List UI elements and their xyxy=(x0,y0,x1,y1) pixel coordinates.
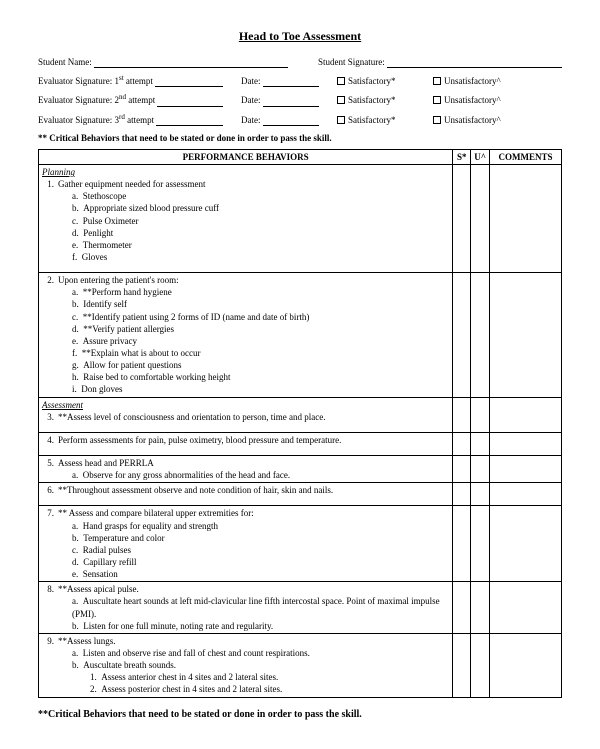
date-label: Date: xyxy=(241,114,261,126)
table-row: 8.**Assess apical pulse.a. Auscultate he… xyxy=(39,582,562,634)
c-cell[interactable] xyxy=(490,165,562,273)
u-cell[interactable] xyxy=(471,165,490,273)
col-u: U^ xyxy=(471,149,490,164)
perf-cell: 4.Perform assessments for pain, pulse ox… xyxy=(39,432,453,455)
student-name-line[interactable] xyxy=(94,58,288,68)
u-cell[interactable] xyxy=(471,506,490,582)
s-cell[interactable] xyxy=(453,432,471,455)
table-row: 2.Upon entering the patient's room:a. **… xyxy=(39,273,562,397)
row-attempt: Evaluator Signature: 3rd attempt Date: Sat… xyxy=(38,113,562,126)
unsat-option[interactable]: Unsatisfactory^ xyxy=(433,75,562,87)
s-cell[interactable] xyxy=(453,582,471,634)
perf-cell: Assessment3.**Assess level of consciousn… xyxy=(39,397,453,432)
c-cell[interactable] xyxy=(490,432,562,455)
unsat-label: Unsatisfactory^ xyxy=(444,76,501,86)
u-cell[interactable] xyxy=(471,397,490,432)
assessment-table: PERFORMANCE BEHAVIORS S* U^ COMMENTS Pla… xyxy=(38,149,562,698)
checkbox-icon[interactable] xyxy=(337,116,345,124)
s-cell[interactable] xyxy=(453,506,471,582)
date-line[interactable] xyxy=(263,77,320,87)
table-row: 6.**Throughout assessment observe and no… xyxy=(39,483,562,506)
c-cell[interactable] xyxy=(490,397,562,432)
sat-label: Satisfactory* xyxy=(348,76,396,86)
c-cell[interactable] xyxy=(490,582,562,634)
eval-sig-label: Evaluator Signature: 1st attempt xyxy=(38,74,153,87)
date-label: Date: xyxy=(241,75,261,87)
checkbox-icon[interactable] xyxy=(433,116,441,124)
perf-cell: 9.**Assess lungs.a. Listen and observe r… xyxy=(39,633,453,697)
c-cell[interactable] xyxy=(490,506,562,582)
table-row: 9.**Assess lungs.a. Listen and observe r… xyxy=(39,633,562,697)
c-cell[interactable] xyxy=(490,455,562,482)
u-cell[interactable] xyxy=(471,455,490,482)
c-cell[interactable] xyxy=(490,633,562,697)
s-cell[interactable] xyxy=(453,455,471,482)
s-cell[interactable] xyxy=(453,397,471,432)
checkbox-icon[interactable] xyxy=(337,96,345,104)
perf-cell: Planning1.Gather equipment needed for as… xyxy=(39,165,453,273)
eval-sig-line[interactable] xyxy=(156,116,223,126)
unsat-label: Unsatisfactory^ xyxy=(444,115,501,125)
unsat-label: Unsatisfactory^ xyxy=(444,95,501,105)
perf-cell: 6.**Throughout assessment observe and no… xyxy=(39,483,453,506)
student-name-label: Student Name: xyxy=(38,56,92,68)
perf-cell: 7.** Assess and compare bilateral upper … xyxy=(39,506,453,582)
student-sig-label: Student Signature: xyxy=(318,56,385,68)
row-attempt: Evaluator Signature: 1st attempt Date: Sat… xyxy=(38,74,562,87)
table-row: 4.Perform assessments for pain, pulse ox… xyxy=(39,432,562,455)
c-cell[interactable] xyxy=(490,483,562,506)
sat-label: Satisfactory* xyxy=(348,115,396,125)
u-cell[interactable] xyxy=(471,432,490,455)
date-line[interactable] xyxy=(263,116,320,126)
u-cell[interactable] xyxy=(471,582,490,634)
sat-option[interactable]: Satisfactory* xyxy=(337,94,433,106)
checkbox-icon[interactable] xyxy=(433,96,441,104)
table-row: 7.** Assess and compare bilateral upper … xyxy=(39,506,562,582)
sat-option[interactable]: Satisfactory* xyxy=(337,75,433,87)
eval-sig-label: Evaluator Signature: 2nd attempt xyxy=(38,93,155,106)
eval-sig-line[interactable] xyxy=(157,97,223,107)
col-perf: PERFORMANCE BEHAVIORS xyxy=(39,149,453,164)
page-title: Head to Toe Assessment xyxy=(38,28,562,44)
student-sig-line[interactable] xyxy=(387,58,562,68)
critical-note-top: ** Critical Behaviors that need to be st… xyxy=(38,132,562,144)
u-cell[interactable] xyxy=(471,483,490,506)
s-cell[interactable] xyxy=(453,633,471,697)
u-cell[interactable] xyxy=(471,273,490,397)
u-cell[interactable] xyxy=(471,633,490,697)
col-c: COMMENTS xyxy=(490,149,562,164)
table-row: Planning1.Gather equipment needed for as… xyxy=(39,165,562,273)
perf-cell: 5.Assess head and PERRLAa. Observe for a… xyxy=(39,455,453,482)
eval-sig-line[interactable] xyxy=(155,77,223,87)
eval-sig-label: Evaluator Signature: 3rd attempt xyxy=(38,113,154,126)
col-s: S* xyxy=(453,149,471,164)
row-student: Student Name: Student Signature: xyxy=(38,56,562,68)
s-cell[interactable] xyxy=(453,165,471,273)
sat-option[interactable]: Satisfactory* xyxy=(337,114,433,126)
unsat-option[interactable]: Unsatisfactory^ xyxy=(433,114,562,126)
perf-cell: 8.**Assess apical pulse.a. Auscultate he… xyxy=(39,582,453,634)
c-cell[interactable] xyxy=(490,273,562,397)
checkbox-icon[interactable] xyxy=(337,77,345,85)
checkbox-icon[interactable] xyxy=(433,77,441,85)
date-line[interactable] xyxy=(263,97,320,107)
s-cell[interactable] xyxy=(453,483,471,506)
perf-cell: 2.Upon entering the patient's room:a. **… xyxy=(39,273,453,397)
s-cell[interactable] xyxy=(453,273,471,397)
unsat-option[interactable]: Unsatisfactory^ xyxy=(433,94,562,106)
table-row: 5.Assess head and PERRLAa. Observe for a… xyxy=(39,455,562,482)
table-row: Assessment3.**Assess level of consciousn… xyxy=(39,397,562,432)
date-label: Date: xyxy=(241,94,261,106)
critical-note-bottom: **Critical Behaviors that need to be sta… xyxy=(38,708,562,722)
sat-label: Satisfactory* xyxy=(348,95,396,105)
row-attempt: Evaluator Signature: 2nd attempt Date: Sat… xyxy=(38,93,562,106)
